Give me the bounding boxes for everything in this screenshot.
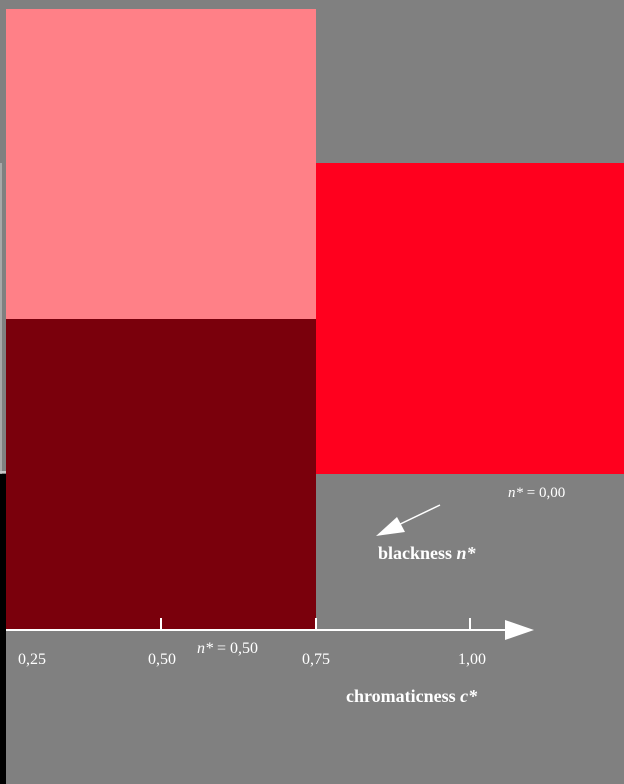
n-000-annotation: n* = 0,00: [508, 485, 565, 502]
chromaticness-axis-title: chromaticness c*: [346, 686, 477, 707]
tick-label-075: 0,75: [302, 651, 330, 668]
chromaticness-var: c*: [460, 686, 478, 706]
black-strip: [0, 474, 6, 784]
tick-label-050: 0,50: [148, 651, 176, 668]
n-050-annotation: n* = 0,50: [197, 640, 258, 658]
axis-tick-075: [315, 618, 317, 630]
blackness-prefix: blackness: [378, 543, 457, 563]
red-patch: [316, 163, 624, 474]
tick-label-025: 0,25: [18, 651, 46, 668]
blackness-arrow-shaft: [391, 504, 441, 529]
n-000-value: = 0,00: [523, 485, 566, 501]
blackness-var: n*: [456, 543, 476, 563]
axis-tick-100: [469, 618, 471, 630]
n-000-var: n*: [508, 485, 523, 501]
n-050-value: = 0,50: [213, 640, 259, 657]
light-red-patch: [6, 9, 316, 319]
n-050-var: n*: [197, 640, 213, 657]
chromaticness-axis-line: [6, 629, 516, 631]
blackness-label: blackness n*: [378, 543, 476, 564]
chromaticness-prefix: chromaticness: [346, 686, 461, 706]
axis-tick-050: [160, 618, 162, 630]
frame-line-outer: [0, 163, 2, 474]
frame-line-bottom: [0, 471, 8, 473]
blackness-arrow-head: [376, 517, 405, 536]
tick-label-100: 1,00: [458, 651, 486, 668]
dark-red-patch: [6, 319, 316, 629]
